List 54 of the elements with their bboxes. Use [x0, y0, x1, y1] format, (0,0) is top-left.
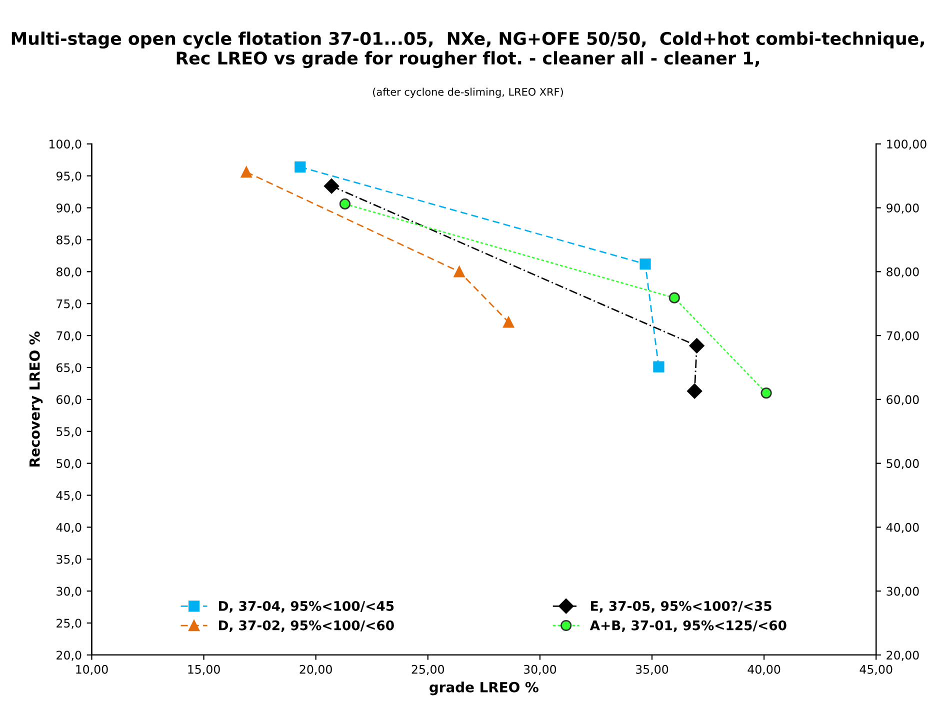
legend-label: D, 37-02, 95%<100/<60	[218, 620, 394, 632]
legend-label: E, 37-05, 95%<100?/<35	[591, 600, 772, 613]
x-tick-label: 45,00	[860, 664, 892, 676]
y-tick-label: 80,0	[56, 267, 82, 278]
y-axis-title: Recovery LREO %	[29, 332, 43, 467]
y-tick-label: 70,0	[56, 331, 82, 342]
y-tick-label: 25,0	[56, 618, 82, 629]
y-tick-label: 90,0	[56, 204, 82, 214]
y-tick-label: 45,0	[56, 490, 82, 502]
y-tick-label: 100,0	[50, 140, 82, 150]
y-tick-label: 30,0	[56, 586, 82, 597]
y2-tick-label: 60,00	[886, 395, 919, 406]
point	[687, 384, 702, 399]
y-tick-label: 60,0	[56, 395, 82, 406]
y-tick-label: 65,0	[56, 363, 82, 374]
y2-tick-label: 80,00	[886, 267, 919, 278]
point	[454, 266, 465, 278]
legend-label: A+B, 37-01, 95%<125/<60	[590, 620, 786, 632]
point	[760, 387, 772, 399]
y2-tick-label: 40,00	[886, 522, 919, 534]
y2-tick-label: 90,00	[886, 204, 919, 214]
x-tick-label: 10,00	[76, 664, 108, 676]
point	[640, 258, 651, 270]
point	[240, 166, 252, 178]
y-tick-label: 40,0	[56, 522, 82, 534]
point	[339, 198, 351, 210]
point	[668, 292, 680, 304]
x-tick-label: 40,00	[748, 664, 780, 676]
x-axis-title: grade LREO %	[430, 682, 538, 696]
chart-subtitle: (after cyclone de-sliming, LREO XRF)	[373, 88, 563, 98]
y-tick-label: 50,0	[56, 459, 82, 470]
chart-title: Multi-stage open cycle flotation 37-01...05, NXe, NG+OFE 50/50, Cold+hot combi-technique, Rec LREO vs grade for rougher flot. - cleaner all - cleaner 1,	[12, 32, 924, 68]
y-tick-label: 75,0	[56, 299, 82, 310]
y2-tick-label: 30,00	[886, 586, 919, 597]
x-tick-label: 15,00	[188, 664, 220, 676]
point	[689, 338, 704, 354]
y-tick-label: 95,0	[56, 172, 82, 182]
y2-tick-label: 50,00	[886, 459, 919, 470]
point	[653, 361, 664, 372]
y-tick-label: 55,0	[56, 427, 82, 438]
x-tick-label: 25,00	[412, 664, 444, 676]
x-tick-label: 35,00	[636, 664, 668, 676]
y-tick-label: 35,0	[56, 554, 82, 565]
y-tick-label: 85,0	[56, 235, 82, 246]
y-tick-label: 20,0	[56, 650, 82, 661]
x-tick-label: 20,00	[300, 664, 332, 676]
point	[324, 178, 340, 194]
point	[294, 161, 306, 172]
y2-tick-label: 20,00	[886, 650, 919, 661]
point	[503, 316, 514, 328]
legend-label: D, 37-04, 95%<100/<45	[218, 600, 394, 613]
x-tick-label: 30,00	[524, 664, 556, 676]
y2-tick-label: 70,00	[886, 331, 919, 342]
y2-tick-label: 100,00	[887, 140, 926, 150]
